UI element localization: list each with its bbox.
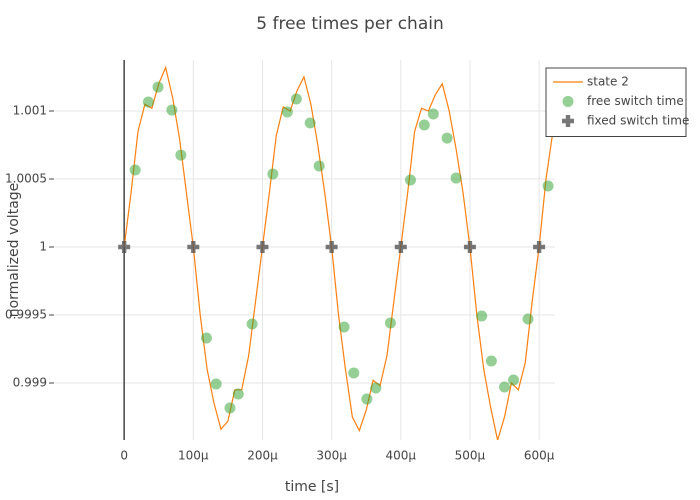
legend-label: fixed switch time [587,114,689,128]
cross-marker [533,241,546,254]
cross-marker [463,241,476,254]
y-tick-label: 1 [39,240,47,254]
point [267,168,279,180]
cross-marker [256,241,269,254]
x-tick-label: 500μ [455,449,486,463]
legend-swatch [562,96,574,107]
point [152,81,164,93]
point [418,119,430,131]
y-tick-label: 0.999 [13,376,47,390]
x-axis-title: time [s] [285,479,339,495]
point [246,318,258,330]
point [210,378,222,390]
point [542,180,554,192]
x-tick-label: 100μ [178,449,209,463]
y-tick-label: 1.0005 [5,172,47,186]
point [427,108,439,120]
point [290,93,302,105]
line [123,65,554,440]
point [129,164,141,176]
x-tick-label: 0 [120,449,128,463]
cross-marker [187,241,200,254]
point [370,382,382,394]
cross-marker [118,241,131,254]
point [499,381,511,393]
point [175,149,187,161]
point [348,367,360,379]
point [485,355,497,367]
x-tick-label: 200μ [247,449,278,463]
legend-label: free switch time [587,94,684,108]
x-tick-label: 600μ [524,449,555,463]
point [441,132,453,144]
cross-marker [394,241,407,254]
point [304,117,316,129]
point [361,393,373,405]
y-axis-title: normalized voltage [6,183,22,318]
point [522,313,534,325]
point [224,402,236,414]
legend: state 2 free switch time fixed switch time [545,67,689,137]
point [232,388,244,400]
point [142,96,154,108]
plot-area [118,65,554,440]
point [450,172,462,184]
point [313,160,325,172]
legend-swatch [562,115,574,127]
point [281,106,293,118]
cross-marker [325,241,338,254]
chart-title: 5 free times per chain [256,14,444,34]
y-tick-label: 1.001 [13,104,47,118]
point [166,104,178,116]
x-tick-label: 400μ [386,449,417,463]
point [338,321,350,333]
legend-label: state 2 [587,75,629,89]
x-tick-label: 300μ [316,449,347,463]
point [404,174,416,186]
point [476,310,488,322]
point [384,317,396,329]
point [200,332,212,344]
point [508,374,520,386]
y-tick-label: 0.9995 [5,308,47,322]
